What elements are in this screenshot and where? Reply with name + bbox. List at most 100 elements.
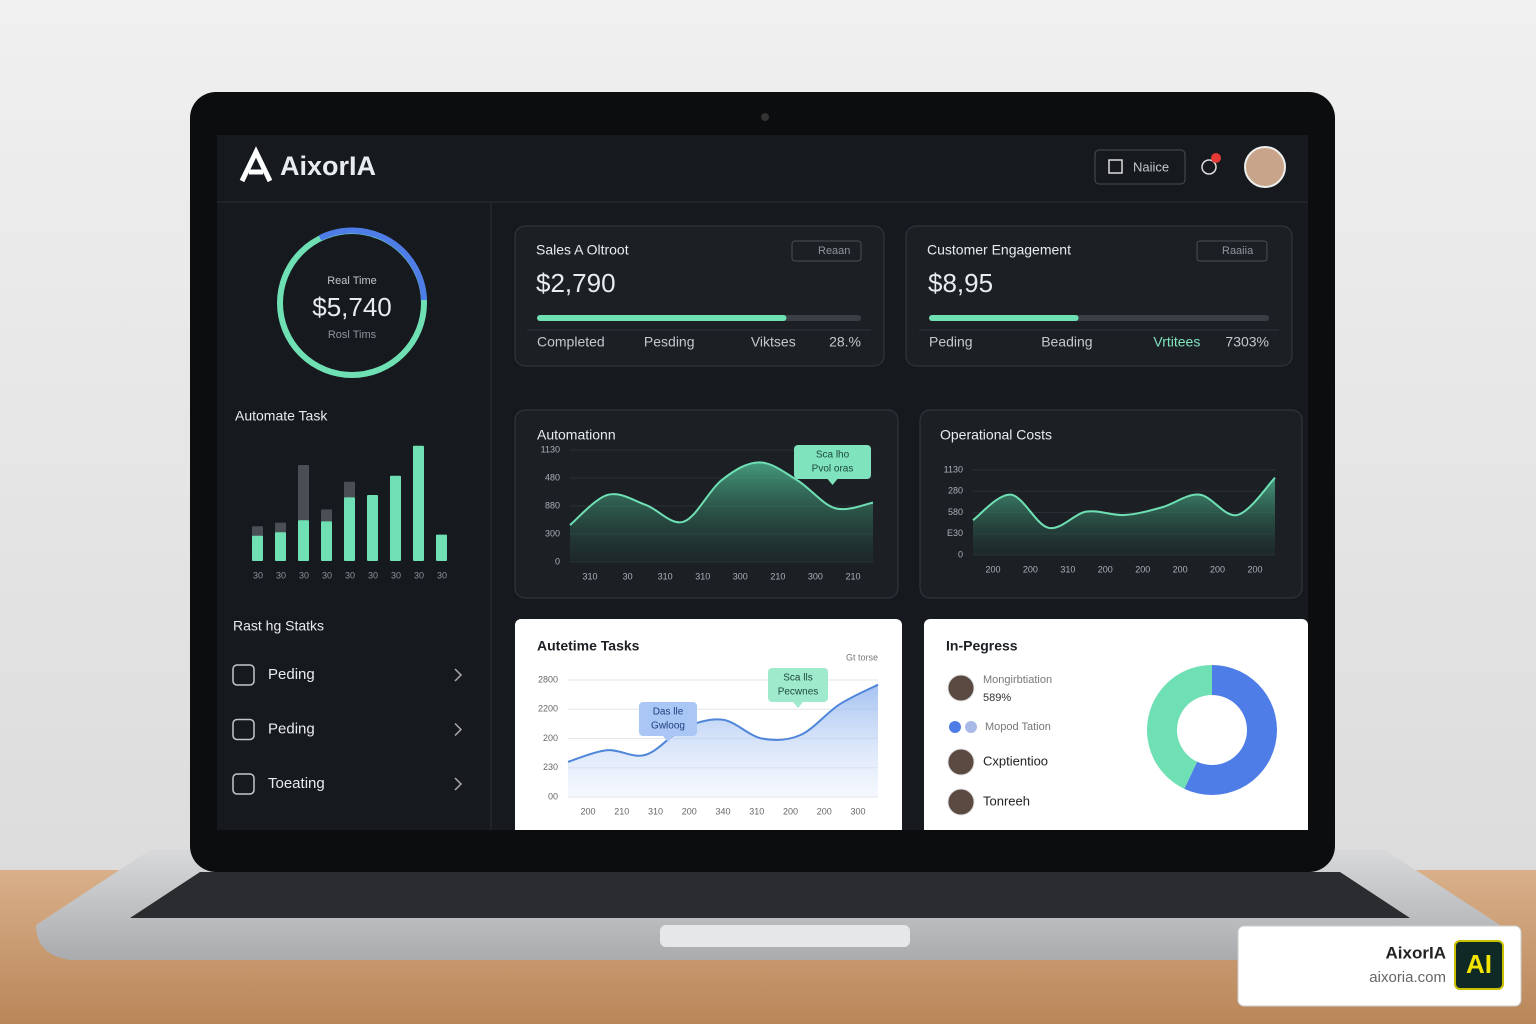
button-label[interactable]: Naiice [1133, 159, 1169, 174]
trackpad-edge [660, 925, 910, 947]
card-title: Automationn [537, 427, 616, 443]
ring-label: Real Time [327, 275, 377, 287]
y-tick-label: 0 [555, 556, 560, 566]
x-tick-label: 30 [391, 570, 401, 580]
list-item[interactable]: Peding [268, 666, 315, 683]
x-tick-label: 300 [808, 571, 823, 581]
stat-label: Viktses [751, 334, 796, 350]
chevron [454, 722, 463, 737]
badge [1211, 153, 1221, 163]
stat-label: Beading [1041, 334, 1092, 350]
button[interactable] [1094, 149, 1186, 185]
x-tick-label: 200 [1247, 564, 1262, 574]
avatar[interactable] [1244, 146, 1286, 188]
tooltip-text: Sca lho [816, 450, 850, 461]
card-title: Autetime Tasks [537, 638, 640, 654]
progress-fill [537, 315, 787, 321]
tooltip-text: Sca lls [783, 673, 812, 684]
bar [321, 521, 332, 561]
x-tick-label: 210 [845, 571, 860, 581]
x-tick-label: 30 [322, 570, 332, 580]
watermark-url: aixoria.com [1369, 969, 1446, 986]
stat-label: Completed [537, 334, 605, 350]
tooltip-text: Pvol oras [812, 464, 854, 475]
search-label[interactable]: Reaan [818, 245, 850, 257]
donut-slice [1147, 665, 1212, 789]
y-tick-label: 200 [543, 733, 558, 743]
y-tick-label: 2800 [538, 674, 558, 684]
item-name: Mongirbtiation [983, 674, 1052, 686]
item-name: Tonreeh [983, 793, 1030, 808]
y-tick-label: 580 [948, 507, 963, 517]
x-tick-label: 210 [614, 806, 629, 816]
x-tick-label: 30 [276, 570, 286, 580]
watermark-badge-text: AI [1466, 949, 1492, 979]
card-title: Operational Costs [940, 427, 1052, 443]
item-icon [232, 718, 255, 741]
y-tick-label: 280 [948, 486, 963, 496]
x-tick-label: 200 [580, 806, 595, 816]
item-name: Cxptientioo [983, 753, 1048, 768]
search[interactable] [1196, 240, 1268, 262]
x-tick-label: 30 [253, 570, 263, 580]
line [972, 476, 1276, 530]
dot [949, 721, 961, 733]
card-title: Customer Engagement [927, 242, 1071, 258]
tooltip [639, 702, 697, 736]
x-tick-label: 200 [1135, 564, 1150, 574]
x-tick-label: 30 [299, 570, 309, 580]
stat-label: Pesding [644, 334, 695, 350]
avatar [947, 748, 975, 776]
tooltip-text: Das lle [653, 707, 684, 718]
bar [275, 532, 286, 561]
x-tick-label: 310 [1060, 564, 1075, 574]
chevron [454, 668, 463, 682]
x-tick-label: 30 [437, 570, 447, 580]
list-title: Rast hg Statks [233, 618, 324, 634]
button-icon [1108, 159, 1123, 174]
x-tick-label: 210 [770, 571, 785, 581]
stat-label: Vrtitees [1153, 334, 1200, 350]
x-tick-label: 310 [582, 571, 597, 581]
card [905, 225, 1293, 367]
x-tick-label: 30 [368, 570, 378, 580]
y-tick-label: 1130 [944, 464, 963, 474]
x-tick-label: 30 [414, 570, 424, 580]
bell[interactable] [1201, 159, 1217, 175]
ring-value: $5,740 [312, 292, 392, 322]
item-name: Mopod Tation [985, 721, 1051, 733]
tooltip-tail [663, 736, 673, 742]
bar [413, 445, 424, 561]
stat-label: Peding [929, 334, 973, 350]
watermark-badge [1454, 940, 1504, 990]
y-tick-label: 00 [548, 791, 558, 801]
y-tick-label: 2200 [538, 704, 558, 714]
avatar [947, 674, 975, 702]
y-tick-label: 0 [958, 549, 963, 559]
x-tick-label: 300 [733, 571, 748, 581]
tooltip-text: Gwloog [651, 721, 685, 732]
card-value: $8,95 [928, 268, 993, 298]
keyboard [130, 872, 1410, 918]
x-tick-label: 200 [817, 806, 832, 816]
area [973, 477, 1275, 555]
list-item[interactable]: Toeating [268, 775, 325, 792]
item-icon [232, 773, 255, 795]
card-value: $2,790 [536, 268, 616, 298]
list-item[interactable]: Peding [268, 720, 315, 737]
y-tick-label: E30 [947, 528, 963, 538]
x-tick-label: 200 [985, 564, 1000, 574]
tooltip [768, 668, 828, 702]
bar-chart-title: Automate Task [235, 408, 328, 424]
search[interactable] [791, 240, 862, 262]
logo-icon [239, 146, 273, 183]
x-tick-label: 30 [345, 570, 355, 580]
x-tick-label: 200 [1098, 564, 1113, 574]
stat-label: 28.% [829, 334, 861, 350]
search-label[interactable]: Raaiia [1222, 245, 1254, 257]
bar [436, 534, 447, 561]
watermark [1237, 925, 1522, 1007]
card-title: Sales A Oltroot [536, 242, 629, 258]
